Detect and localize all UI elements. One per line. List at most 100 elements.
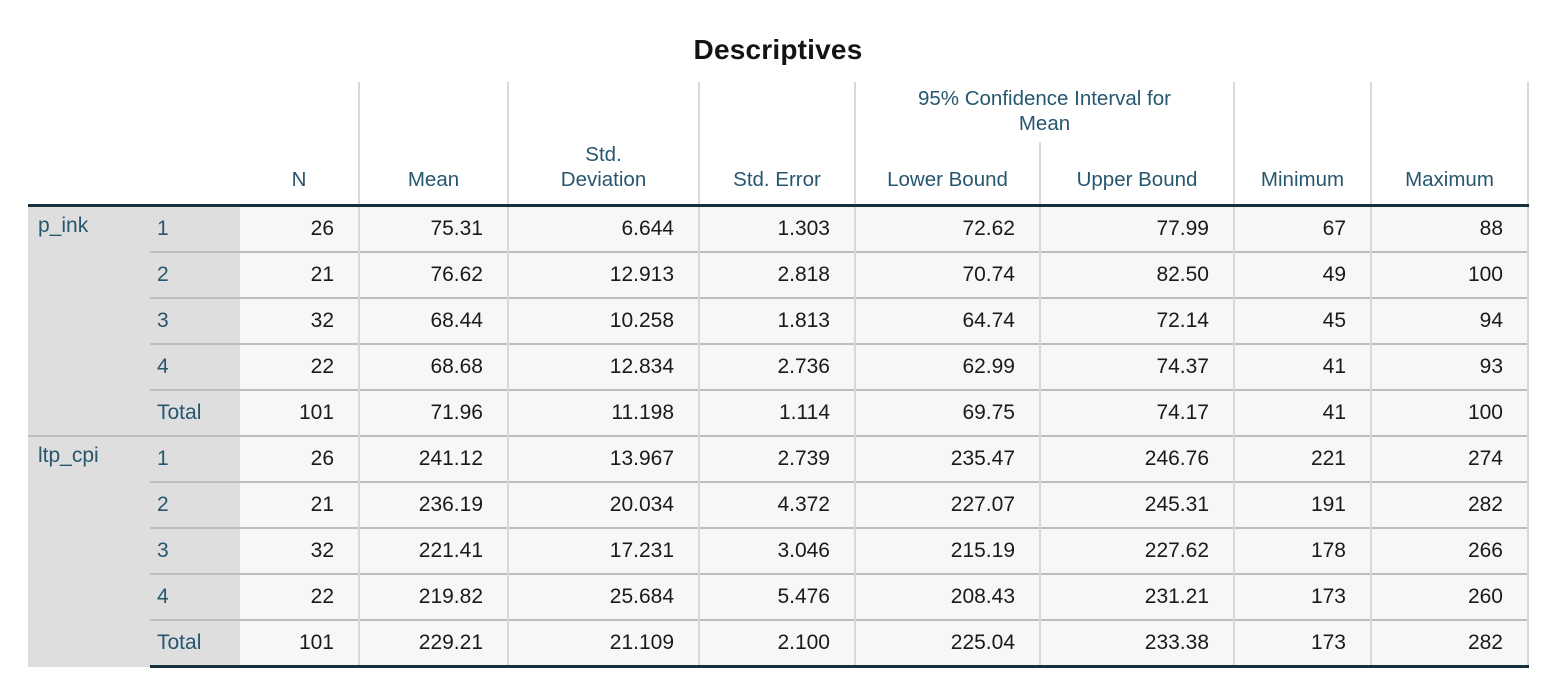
table-header: 95% Confidence Interval for Mean N Mean … — [28, 82, 1529, 207]
cell-minimum: 191 — [1233, 481, 1371, 528]
cell-std-deviation: 10.258 — [507, 297, 699, 344]
cell-lower-bound: 208.43 — [854, 573, 1040, 620]
header-mean: Mean — [358, 142, 508, 207]
cell-std-deviation: 20.034 — [507, 481, 699, 528]
cell-n: 21 — [240, 481, 359, 528]
cell-n: 101 — [240, 619, 359, 668]
cell-lower-bound: 215.19 — [854, 527, 1040, 574]
variable-group-p-ink: p_ink 1 26 75.31 6.644 1.303 72.62 77.99… — [28, 205, 1529, 436]
cell-maximum: 88 — [1370, 205, 1529, 252]
header-spacer-max — [1370, 82, 1529, 142]
cell-upper-bound: 233.38 — [1039, 619, 1234, 668]
cell-minimum: 67 — [1233, 205, 1371, 252]
cell-lower-bound: 64.74 — [854, 297, 1040, 344]
cell-std-deviation: 25.684 — [507, 573, 699, 620]
cell-mean: 68.68 — [358, 343, 508, 390]
cell-lower-bound: 72.62 — [854, 205, 1040, 252]
cell-upper-bound: 77.99 — [1039, 205, 1234, 252]
cell-lower-bound: 235.47 — [854, 435, 1040, 482]
group-label-cell: 1 — [150, 205, 240, 252]
cell-n: 32 — [240, 297, 359, 344]
table-row: 3 32 221.41 17.231 3.046 215.19 227.62 1… — [28, 527, 1529, 574]
cell-std-deviation: 12.834 — [507, 343, 699, 390]
cell-maximum: 274 — [1370, 435, 1529, 482]
cell-upper-bound: 245.31 — [1039, 481, 1234, 528]
cell-std-deviation: 13.967 — [507, 435, 699, 482]
cell-lower-bound: 69.75 — [854, 389, 1040, 436]
descriptives-table: 95% Confidence Interval for Mean N Mean … — [28, 82, 1529, 668]
cell-mean: 236.19 — [358, 481, 508, 528]
cell-n: 22 — [240, 573, 359, 620]
cell-lower-bound: 62.99 — [854, 343, 1040, 390]
cell-n: 26 — [240, 205, 359, 252]
cell-lower-bound: 70.74 — [854, 251, 1040, 298]
cell-upper-bound: 231.21 — [1039, 573, 1234, 620]
cell-minimum: 178 — [1233, 527, 1371, 574]
cell-std-error: 4.372 — [698, 481, 855, 528]
table-title: Descriptives — [693, 34, 863, 65]
header-corner-cell — [28, 82, 240, 207]
cell-std-deviation: 11.198 — [507, 389, 699, 436]
header-spacer-se — [698, 82, 855, 142]
cell-std-error: 1.813 — [698, 297, 855, 344]
header-spacer-mean — [358, 82, 508, 142]
cell-upper-bound: 72.14 — [1039, 297, 1234, 344]
cell-std-error: 1.114 — [698, 389, 855, 436]
cell-upper-bound: 82.50 — [1039, 251, 1234, 298]
cell-mean: 71.96 — [358, 389, 508, 436]
table-row-total: Total 101 229.21 21.109 2.100 225.04 233… — [28, 619, 1529, 668]
cell-mean: 68.44 — [358, 297, 508, 344]
cell-upper-bound: 74.17 — [1039, 389, 1234, 436]
group-label-cell: 3 — [150, 527, 240, 574]
cell-std-error: 2.736 — [698, 343, 855, 390]
cell-minimum: 221 — [1233, 435, 1371, 482]
cell-std-deviation: 6.644 — [507, 205, 699, 252]
cell-minimum: 45 — [1233, 297, 1371, 344]
header-lower-bound: Lower Bound — [854, 142, 1040, 207]
cell-minimum: 41 — [1233, 389, 1371, 436]
cell-n: 26 — [240, 435, 359, 482]
cell-n: 21 — [240, 251, 359, 298]
header-spacer-n — [240, 82, 359, 142]
cell-n: 22 — [240, 343, 359, 390]
cell-std-deviation: 17.231 — [507, 527, 699, 574]
table-row-total: Total 101 71.96 11.198 1.114 69.75 74.17… — [28, 389, 1529, 436]
cell-maximum: 94 — [1370, 297, 1529, 344]
cell-maximum: 266 — [1370, 527, 1529, 574]
header-label-row: N Mean Std. Deviation Std. Error Lower B… — [28, 142, 1529, 207]
table-row: 2 21 76.62 12.913 2.818 70.74 82.50 49 1… — [28, 251, 1529, 298]
header-std-deviation: Std. Deviation — [507, 142, 699, 207]
cell-minimum: 49 — [1233, 251, 1371, 298]
table-row: 4 22 219.82 25.684 5.476 208.43 231.21 1… — [28, 573, 1529, 620]
cell-std-deviation: 12.913 — [507, 251, 699, 298]
group-label-cell: 2 — [150, 481, 240, 528]
variable-name-cell: ltp_cpi — [28, 435, 150, 667]
cell-std-deviation: 21.109 — [507, 619, 699, 668]
header-spacer-sd — [507, 82, 699, 142]
group-label-cell: Total — [150, 619, 240, 668]
cell-minimum: 41 — [1233, 343, 1371, 390]
cell-maximum: 282 — [1370, 481, 1529, 528]
cell-mean: 221.41 — [358, 527, 508, 574]
header-upper-bound: Upper Bound — [1039, 142, 1234, 207]
cell-mean: 75.31 — [358, 205, 508, 252]
cell-std-error: 3.046 — [698, 527, 855, 574]
variable-name-cell: p_ink — [28, 205, 150, 436]
descriptives-output: Descriptives 95% Confidence Interval for… — [28, 34, 1529, 668]
cell-mean: 219.82 — [358, 573, 508, 620]
cell-upper-bound: 246.76 — [1039, 435, 1234, 482]
cell-std-error: 2.739 — [698, 435, 855, 482]
header-n: N — [240, 142, 359, 207]
cell-maximum: 93 — [1370, 343, 1529, 390]
cell-std-error: 2.100 — [698, 619, 855, 668]
cell-upper-bound: 227.62 — [1039, 527, 1234, 574]
cell-std-error: 2.818 — [698, 251, 855, 298]
table-row: 4 22 68.68 12.834 2.736 62.99 74.37 41 9… — [28, 343, 1529, 390]
cell-std-error: 5.476 — [698, 573, 855, 620]
cell-mean: 241.12 — [358, 435, 508, 482]
cell-minimum: 173 — [1233, 619, 1371, 668]
cell-n: 101 — [240, 389, 359, 436]
group-label-cell: 4 — [150, 343, 240, 390]
table-row: 3 32 68.44 10.258 1.813 64.74 72.14 45 9… — [28, 297, 1529, 344]
group-label-cell: 4 — [150, 573, 240, 620]
